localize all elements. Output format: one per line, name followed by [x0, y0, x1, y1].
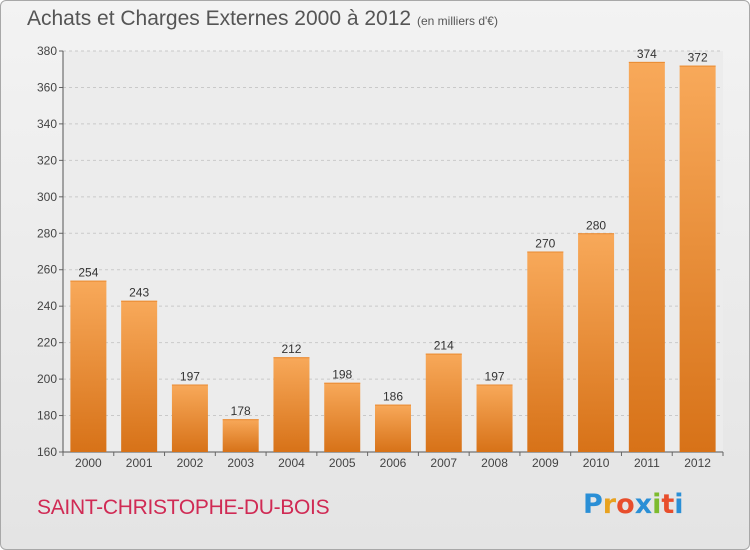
bar	[578, 233, 615, 452]
bar	[527, 251, 564, 452]
bar	[121, 300, 158, 452]
bar	[70, 280, 107, 452]
y-tick-label: 380	[37, 44, 57, 58]
bar	[222, 419, 259, 452]
y-tick-label: 160	[37, 445, 57, 459]
data-label: 186	[383, 390, 403, 404]
x-tick-label: 2005	[329, 456, 356, 470]
y-tick-label: 360	[37, 80, 57, 94]
x-tick-label: 2012	[684, 456, 711, 470]
y-tick-label: 280	[37, 226, 57, 240]
commune-name: SAINT-CHRISTOPHE-DU-BOIS	[37, 496, 330, 519]
x-tick-label: 2011	[634, 456, 660, 470]
x-tick-label: 2008	[481, 456, 508, 470]
x-tick-label: 2001	[126, 456, 153, 470]
proxiti-logo: Proxiti	[583, 489, 684, 520]
y-tick-label: 320	[37, 153, 57, 167]
data-label: 197	[485, 370, 505, 384]
bars-layer	[70, 61, 716, 452]
data-label: 178	[231, 404, 251, 418]
bar	[273, 357, 310, 452]
x-tick-label: 2007	[430, 456, 457, 470]
data-label: 198	[332, 368, 352, 382]
data-label: 374	[637, 47, 657, 61]
y-tick-label: 240	[37, 299, 57, 313]
x-tick-label: 2010	[583, 456, 610, 470]
y-tick-label: 340	[37, 117, 57, 131]
x-tick-label: 2003	[227, 456, 254, 470]
data-label: 197	[180, 370, 200, 384]
data-label: 214	[434, 339, 454, 353]
data-label: 243	[129, 286, 149, 300]
chart-title: Achats et Charges Externes 2000 à 2012	[27, 7, 412, 30]
bar	[628, 61, 665, 452]
y-tick-label: 200	[37, 372, 57, 386]
data-label: 254	[78, 266, 98, 280]
y-tick-label: 260	[37, 263, 57, 277]
y-tick-label: 180	[37, 409, 57, 423]
x-tick-label: 2000	[75, 456, 102, 470]
data-label: 270	[535, 237, 555, 251]
y-tick-label: 300	[37, 190, 57, 204]
labels-layer: 254 2000 243 2001 197 2002 178 2003 212 2004 198 20…	[75, 47, 711, 470]
bar	[476, 384, 513, 452]
data-label: 212	[281, 342, 301, 356]
x-tick-label: 2004	[278, 456, 305, 470]
bar	[375, 404, 411, 452]
data-label: 280	[586, 218, 606, 232]
bar	[679, 65, 716, 452]
data-label: 372	[688, 51, 708, 65]
x-tick-label: 2009	[532, 456, 559, 470]
bar	[171, 384, 208, 452]
bar	[324, 382, 361, 452]
x-tick-label: 2002	[177, 456, 204, 470]
chart-unit-label: (en milliers d'€)	[417, 14, 498, 28]
y-tick-label: 220	[37, 336, 57, 350]
bar	[425, 353, 462, 452]
x-tick-label: 2006	[380, 456, 407, 470]
